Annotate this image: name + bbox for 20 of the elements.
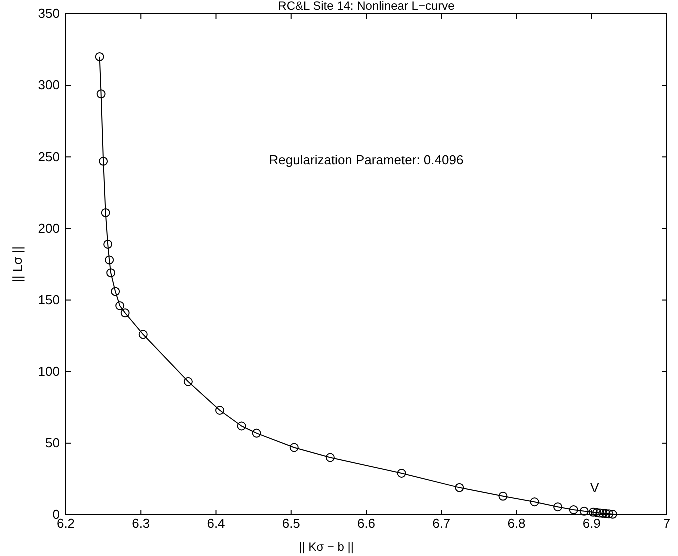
chart-title: RC&L Site 14: Nonlinear L−curve: [278, 0, 456, 13]
annotation: V: [590, 480, 600, 496]
x-tick-label: 6.5: [282, 516, 300, 532]
x-tick-label: 6.4: [207, 516, 226, 532]
y-tick-label: 50: [46, 436, 60, 451]
x-tick-label: 6.9: [582, 516, 601, 532]
y-tick-label: 100: [38, 364, 60, 380]
x-tick-label: 6.7: [432, 516, 451, 532]
y-tick-label: 200: [38, 220, 60, 236]
y-tick-label: 150: [38, 292, 60, 308]
x-tick-label: 6.6: [357, 516, 376, 532]
x-axis-title: || Kσ − b ||: [299, 540, 354, 554]
y-axis-title: || Lσ ||: [10, 246, 25, 282]
y-tick-label: 350: [38, 6, 60, 22]
y-tick-label: 250: [38, 149, 60, 164]
x-tick-label: 7: [663, 516, 671, 532]
y-tick-label: 300: [38, 78, 60, 93]
x-tick-label: 6.8: [508, 516, 526, 532]
x-tick-label: 6.3: [132, 516, 150, 532]
annotation: Regularization Parameter: 0.4096: [269, 152, 464, 168]
